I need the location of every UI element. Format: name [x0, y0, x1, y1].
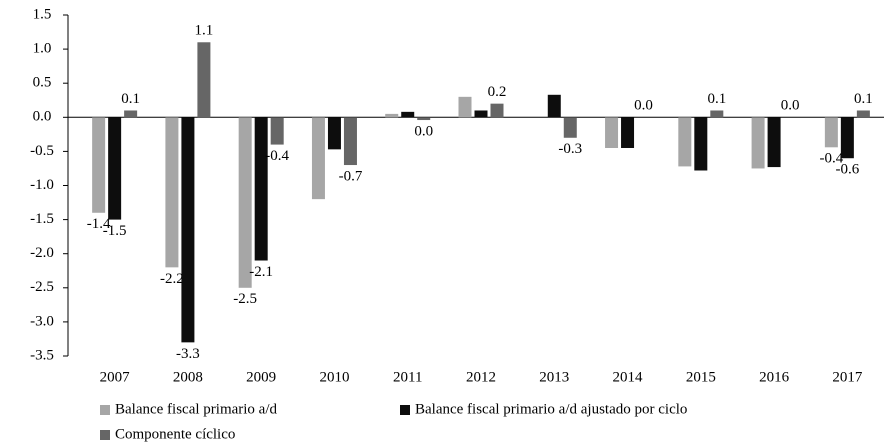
legend-swatch	[100, 430, 110, 440]
legend-label: Componente cíclico	[115, 426, 235, 442]
bar	[197, 42, 211, 118]
bar	[458, 96, 472, 118]
bar	[856, 110, 870, 118]
y-tick-label: -3.0	[30, 313, 54, 329]
bar	[767, 117, 781, 168]
value-label: 0.0	[781, 98, 800, 114]
bar	[694, 117, 708, 171]
bar	[108, 117, 122, 220]
x-tick-label: 2012	[466, 369, 496, 385]
bar	[165, 117, 179, 268]
value-label: 0.1	[707, 91, 726, 107]
y-tick-label: 1.5	[33, 6, 52, 22]
value-label: 0.0	[414, 123, 433, 139]
x-tick-label: 2013	[539, 369, 569, 385]
bar	[327, 117, 341, 150]
value-label: -2.1	[249, 264, 273, 280]
bar	[710, 110, 724, 118]
bar	[840, 117, 854, 159]
bar	[605, 117, 619, 148]
value-label: 0.1	[121, 91, 140, 107]
x-tick-label: 2015	[686, 369, 716, 385]
bar	[563, 117, 577, 138]
value-label: 0.0	[634, 98, 653, 114]
legend-swatch	[100, 405, 110, 415]
legend-label: Balance fiscal primario a/d	[115, 401, 278, 417]
bar	[254, 117, 268, 261]
y-tick-label: -2.5	[30, 279, 54, 295]
bar	[270, 117, 284, 145]
x-tick-label: 2007	[100, 369, 131, 385]
value-label: 0.1	[854, 91, 873, 107]
y-tick-label: -1.0	[30, 177, 54, 193]
bar	[751, 117, 765, 169]
value-label: -0.6	[835, 162, 859, 178]
bar	[621, 117, 635, 148]
bar	[417, 117, 431, 121]
bar	[385, 113, 399, 118]
value-label: -0.4	[265, 148, 289, 164]
bar	[343, 117, 357, 166]
bar	[124, 110, 138, 118]
bar	[824, 117, 838, 148]
bar	[401, 111, 415, 118]
value-label: -0.3	[558, 141, 582, 157]
bar	[238, 117, 252, 288]
value-label: -0.7	[339, 168, 363, 184]
legend-swatch	[400, 405, 410, 415]
y-tick-label: -3.5	[30, 347, 54, 363]
y-tick-label: -1.5	[30, 211, 54, 227]
bar	[92, 117, 106, 213]
value-label: -3.3	[176, 346, 200, 362]
bar	[547, 94, 561, 118]
value-label: -2.2	[160, 271, 184, 287]
value-label: 1.1	[195, 23, 214, 39]
y-tick-label: -0.5	[30, 143, 54, 159]
x-tick-label: 2008	[173, 369, 203, 385]
x-tick-label: 2009	[246, 369, 276, 385]
x-tick-label: 2014	[613, 369, 644, 385]
bar	[678, 117, 692, 167]
bar	[181, 117, 195, 343]
y-tick-label: 0.5	[33, 75, 52, 91]
value-label: -1.4	[87, 216, 111, 232]
x-tick-label: 2011	[393, 369, 422, 385]
legend-label: Balance fiscal primario a/d ajustado por…	[415, 401, 687, 417]
value-label: 0.2	[488, 84, 507, 100]
x-tick-label: 2016	[759, 369, 790, 385]
y-tick-label: -2.0	[30, 245, 54, 261]
x-tick-label: 2010	[319, 369, 349, 385]
bar	[474, 110, 488, 118]
value-label: -0.4	[819, 151, 843, 167]
bar	[311, 117, 325, 200]
value-label: -1.5	[103, 223, 127, 239]
y-tick-label: 1.0	[33, 41, 52, 57]
x-tick-label: 2017	[832, 369, 863, 385]
bar	[490, 103, 504, 118]
value-label: -2.5	[233, 291, 257, 307]
y-tick-label: 0.0	[33, 109, 52, 125]
